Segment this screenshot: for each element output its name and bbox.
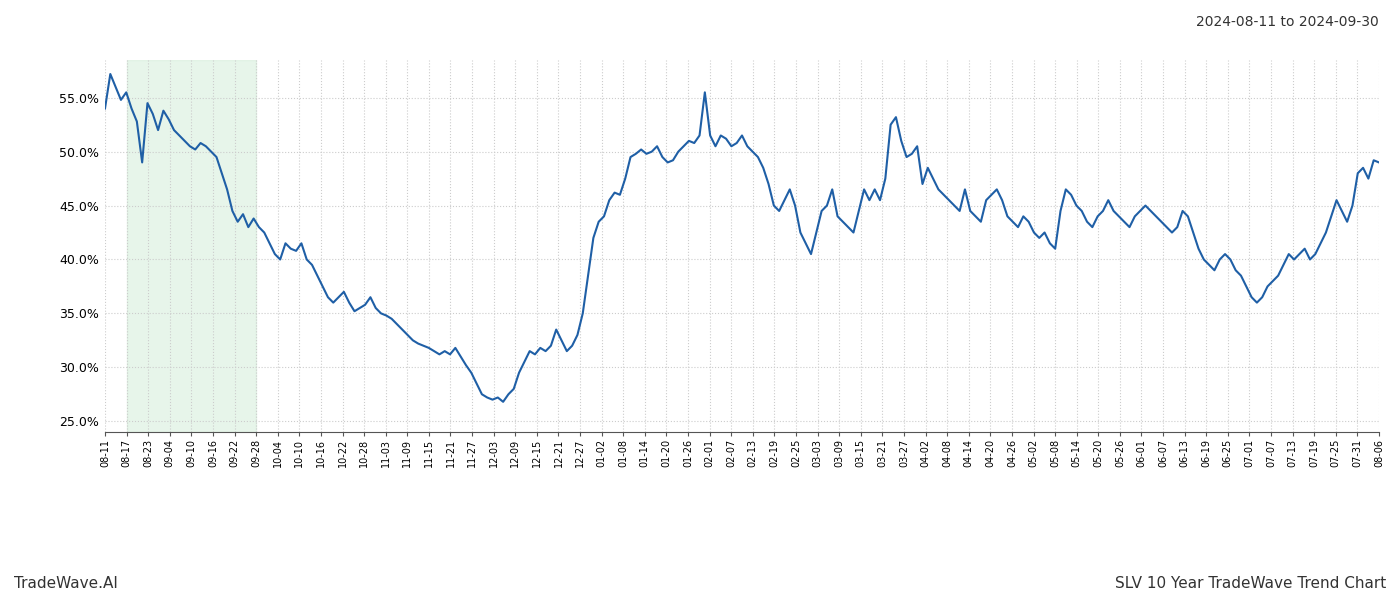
Bar	[126, 60, 256, 432]
Text: 2024-08-11 to 2024-09-30: 2024-08-11 to 2024-09-30	[1196, 15, 1379, 29]
Text: SLV 10 Year TradeWave Trend Chart: SLV 10 Year TradeWave Trend Chart	[1114, 576, 1386, 591]
Text: TradeWave.AI: TradeWave.AI	[14, 576, 118, 591]
